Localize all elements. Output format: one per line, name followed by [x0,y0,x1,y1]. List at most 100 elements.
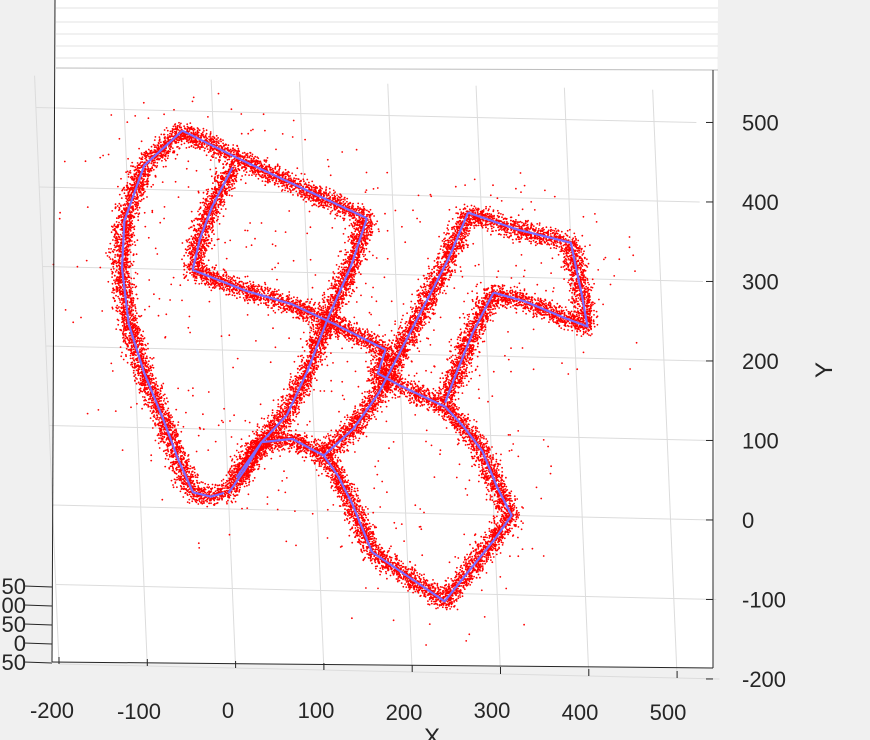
scatter-point [270,177,273,180]
scatter-point [191,100,194,103]
scatter-point [147,148,150,151]
scatter-point [115,291,118,293]
scatter-point [118,206,121,209]
scatter-point [141,185,144,187]
scatter-point [200,489,203,491]
scatter-point [117,244,119,247]
scatter-point [169,426,172,429]
scatter-point [114,246,117,249]
scatter-point [193,471,196,474]
scatter-point [163,133,166,136]
scatter-point [133,234,136,237]
scatter-point [183,480,186,483]
scatter-point [182,474,184,477]
scatter-point [124,189,126,191]
scatter-point [157,433,160,435]
scatter-point [195,476,197,479]
scatter-point [109,258,112,260]
scatter-point [127,283,130,286]
scatter-point [273,181,276,184]
scatter-point [151,381,154,384]
scatter-point [158,297,161,300]
scatter-point [217,92,220,95]
scatter-point [132,369,135,372]
scatter-point [111,291,113,294]
scatter-point [130,306,133,309]
scatter-point [200,502,202,504]
scatter-point [113,248,115,251]
scatter-point [209,499,212,502]
scatter-point [175,428,177,431]
scatter-point [215,502,218,505]
scatter-point [120,307,123,310]
scatter-point [274,165,277,168]
scatter-point [180,488,183,490]
scatter-point [227,149,230,152]
scatter-point [169,299,172,301]
scatter-point [162,382,165,385]
scatter-point [119,346,122,348]
scatter-point [223,407,226,410]
scatter-point [126,182,129,184]
scatter-point [336,212,338,215]
scatter-point [118,264,121,267]
scatter-point [159,432,162,435]
scatter-point [169,148,172,151]
scatter-point [123,208,125,210]
scatter-point [126,286,129,289]
scatter-point [144,308,146,311]
scatter-point [131,290,134,293]
scatter-point [184,127,187,130]
scatter-point [128,225,131,228]
scatter-point [125,245,128,248]
scatter-point [118,202,121,205]
scatter-point [186,501,189,503]
scatter-point [164,465,167,468]
scatter-point [147,401,150,404]
x-gridline [652,89,678,679]
scatter-point [125,221,128,224]
scatter-point [150,369,153,372]
scatter-point [417,194,420,197]
scatter-point [177,478,179,481]
scatter-point [265,159,267,162]
scatter-point [207,151,210,154]
scatter-point [241,167,243,170]
scatter-point [213,137,216,140]
scatter-point [264,184,267,187]
scatter-point [115,294,117,297]
scatter-point [122,295,124,297]
scatter-point [182,496,185,498]
scatter-point [169,424,172,427]
scatter-point [120,299,123,301]
scatter-point [196,473,199,476]
scatter-point [158,398,161,400]
scatter-point [149,367,152,370]
scatter-point [177,124,179,127]
scatter-point [116,255,119,257]
scatter-point [169,420,172,423]
scatter-point [145,344,147,347]
scatter-point [166,446,169,448]
scatter-point [288,177,290,180]
scatter-point [111,250,114,253]
scatter-point [128,244,130,246]
scatter-point [129,251,132,254]
scatter-point [138,391,141,394]
scatter-point [202,127,205,130]
scatter-point [125,237,128,240]
scatter-point [172,484,174,486]
scatter-point [136,297,139,300]
scatter-point [164,457,167,460]
scatter-point [131,243,134,246]
scatter-point [215,142,218,145]
scatter-point [125,328,128,331]
scatter-point [130,287,132,290]
scatter-point [261,174,263,177]
scatter-point [140,347,143,349]
scatter-point [113,288,115,291]
scatter-point [291,172,294,175]
scatter-point [144,180,147,183]
y-gridline [35,107,697,123]
scatter-point [59,211,61,214]
